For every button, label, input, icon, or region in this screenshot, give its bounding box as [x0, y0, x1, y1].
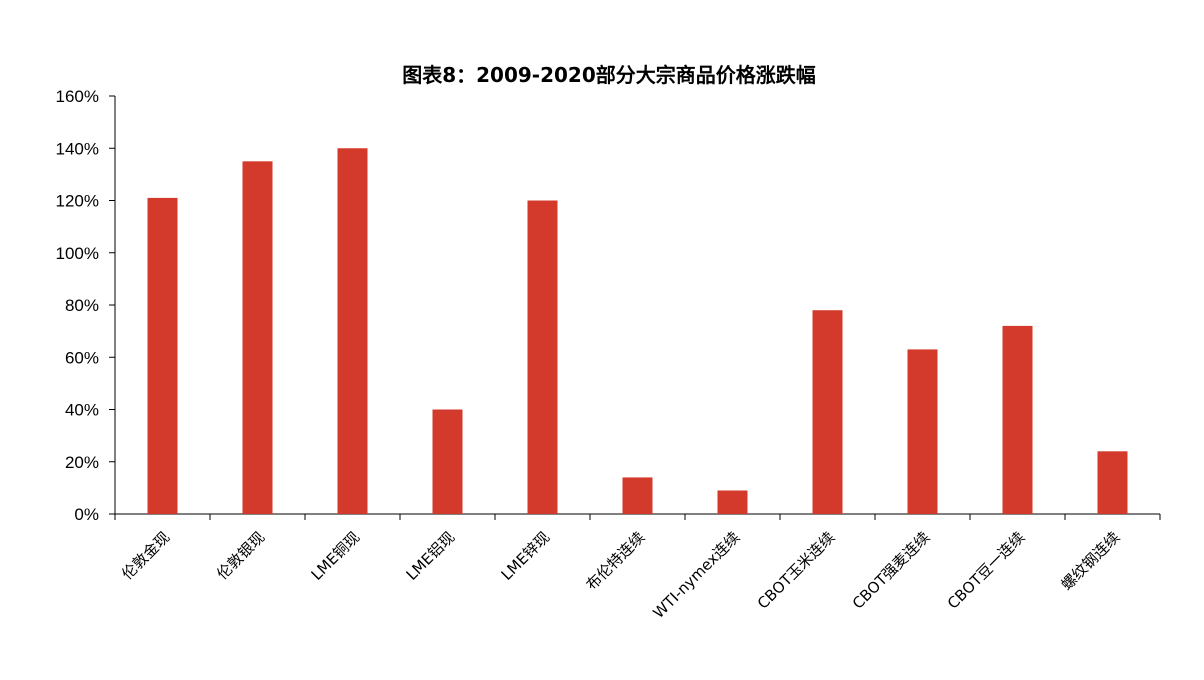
bar [527, 200, 558, 514]
bar [1097, 451, 1128, 514]
x-tick-label: 螺纹钢连续 [1058, 528, 1124, 594]
bar [242, 161, 273, 514]
y-tick-label: 20% [65, 453, 99, 472]
y-tick-label: 60% [65, 348, 99, 367]
x-tick-label: 伦敦金现 [118, 528, 173, 583]
y-tick-label: 120% [56, 192, 99, 211]
x-tick-label: 布伦特连续 [583, 528, 649, 594]
bar [907, 349, 938, 514]
y-tick-label: 40% [65, 401, 99, 420]
chart-title: 图表8：2009-2020部分大宗商品价格涨跌幅 [402, 63, 816, 87]
y-tick-label: 80% [65, 296, 99, 315]
x-tick-label: WTI-nymex连续 [650, 528, 744, 622]
x-tick-label: CBOT豆一连续 [944, 528, 1028, 612]
x-tick-label: LME铝现 [403, 528, 459, 584]
bar [432, 409, 463, 514]
x-tick-label: 伦敦银现 [213, 528, 268, 583]
bar [717, 490, 748, 514]
x-tick-label: LME锌现 [498, 528, 554, 584]
y-tick-label: 0% [74, 505, 99, 524]
bar [337, 148, 368, 514]
x-tick-label: CBOT强麦连续 [849, 528, 933, 612]
bar [1002, 325, 1033, 514]
y-tick-label: 140% [56, 139, 99, 158]
bar [622, 477, 653, 514]
bar [812, 310, 843, 514]
x-tick-label: CBOT玉米连续 [754, 528, 838, 612]
plot-area: 0% 20% 40% 60% 80% 100% 120% 140% 160% 伦敦金现 伦敦银现 LM… [56, 87, 1161, 622]
x-tick-label: LME铜现 [308, 528, 364, 584]
y-tick-label: 160% [56, 87, 99, 106]
y-tick-label: 100% [56, 244, 99, 263]
bar [147, 197, 178, 514]
